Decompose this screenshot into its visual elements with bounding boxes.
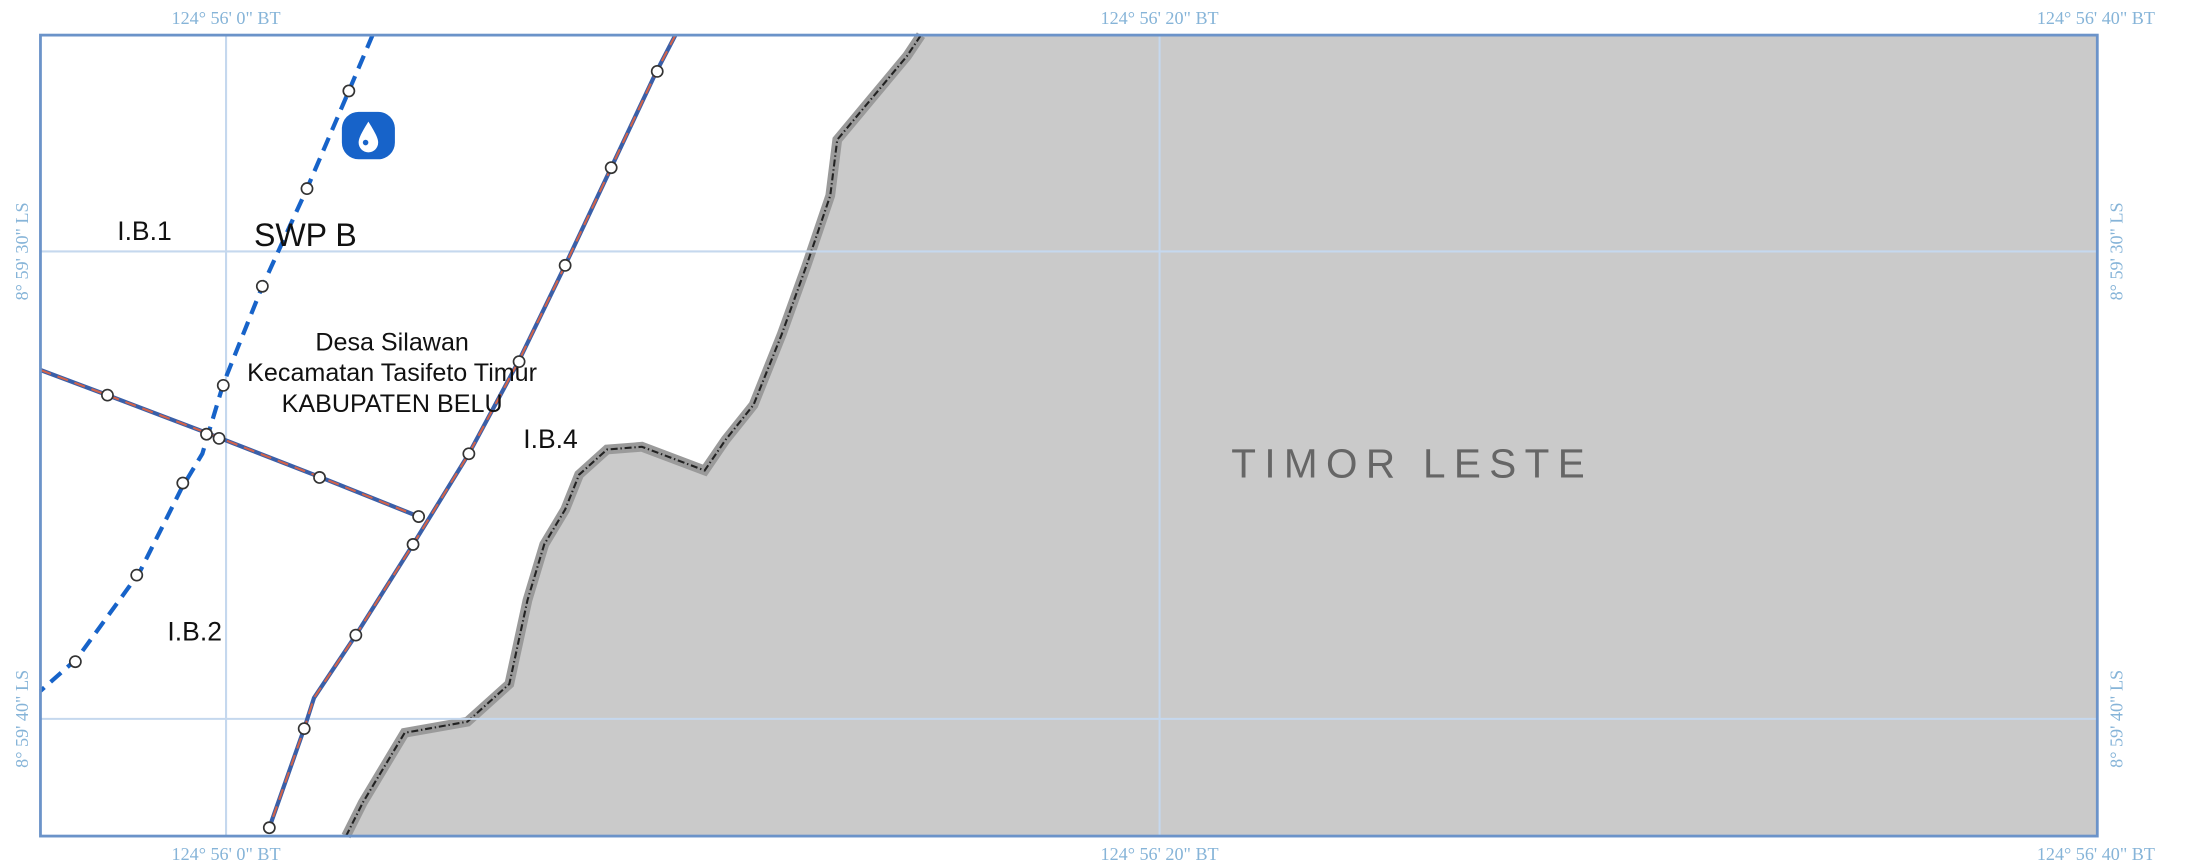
lat-label: 8° 59' 40" LS bbox=[2106, 670, 2126, 768]
lon-label: 124° 56' 0" BT bbox=[172, 8, 281, 28]
lon-label: 124° 56' 0" BT bbox=[172, 844, 281, 864]
lon-label: 124° 56' 20" BT bbox=[1101, 8, 1219, 28]
zone-label: I.B.1 bbox=[117, 216, 172, 246]
graticule bbox=[40, 35, 2098, 837]
zone-label: I.B.2 bbox=[167, 617, 222, 647]
water-icon bbox=[341, 111, 395, 160]
lon-label: 124° 56' 40" BT bbox=[2037, 8, 2155, 28]
border-line bbox=[345, 34, 922, 837]
timor-leste-area bbox=[346, 35, 2098, 837]
lon-label: 124° 56' 20" BT bbox=[1101, 844, 1219, 864]
lat-label: 8° 59' 30" LS bbox=[2106, 202, 2126, 300]
village-label: Desa Silawan bbox=[315, 328, 469, 356]
regency-label: KABUPATEN BELU bbox=[282, 390, 503, 418]
lat-label: 8° 59' 40" LS bbox=[12, 670, 32, 768]
zone-label: I.B.4 bbox=[523, 424, 578, 454]
map-frame bbox=[39, 33, 2099, 838]
lon-label: 124° 56' 40" BT bbox=[2037, 844, 2155, 864]
swp-label: SWP B bbox=[254, 217, 357, 253]
district-label: Kecamatan Tasifeto Timur bbox=[247, 359, 537, 387]
country-label: TIMOR LESTE bbox=[1231, 440, 1593, 486]
vertex-markers bbox=[68, 64, 664, 835]
swp-boundary bbox=[39, 34, 375, 693]
lat-label: 8° 59' 30" LS bbox=[12, 202, 32, 300]
